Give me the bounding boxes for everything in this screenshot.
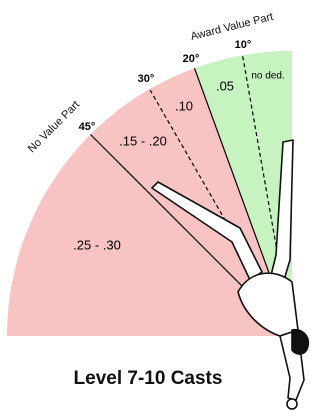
title: Level 7-10 Casts bbox=[74, 368, 223, 389]
deduction-label: no ded. bbox=[251, 71, 284, 82]
deduction-label: .25 - .30 bbox=[73, 237, 121, 252]
deduction-label: .15 - .20 bbox=[119, 133, 167, 148]
angle-label: 10° bbox=[235, 39, 252, 51]
award-zone-label: Award Value Part bbox=[189, 11, 274, 43]
deduction-label: .10 bbox=[175, 98, 193, 113]
no-value-zone-label: No Value Part bbox=[26, 99, 82, 155]
diagram: Award Value Part No Value Part 10° 20° 3… bbox=[0, 0, 310, 412]
angle-label: 45° bbox=[79, 121, 96, 133]
angle-label: 30° bbox=[138, 73, 155, 85]
angle-label: 20° bbox=[183, 53, 200, 65]
deduction-label: .05 bbox=[216, 78, 234, 93]
